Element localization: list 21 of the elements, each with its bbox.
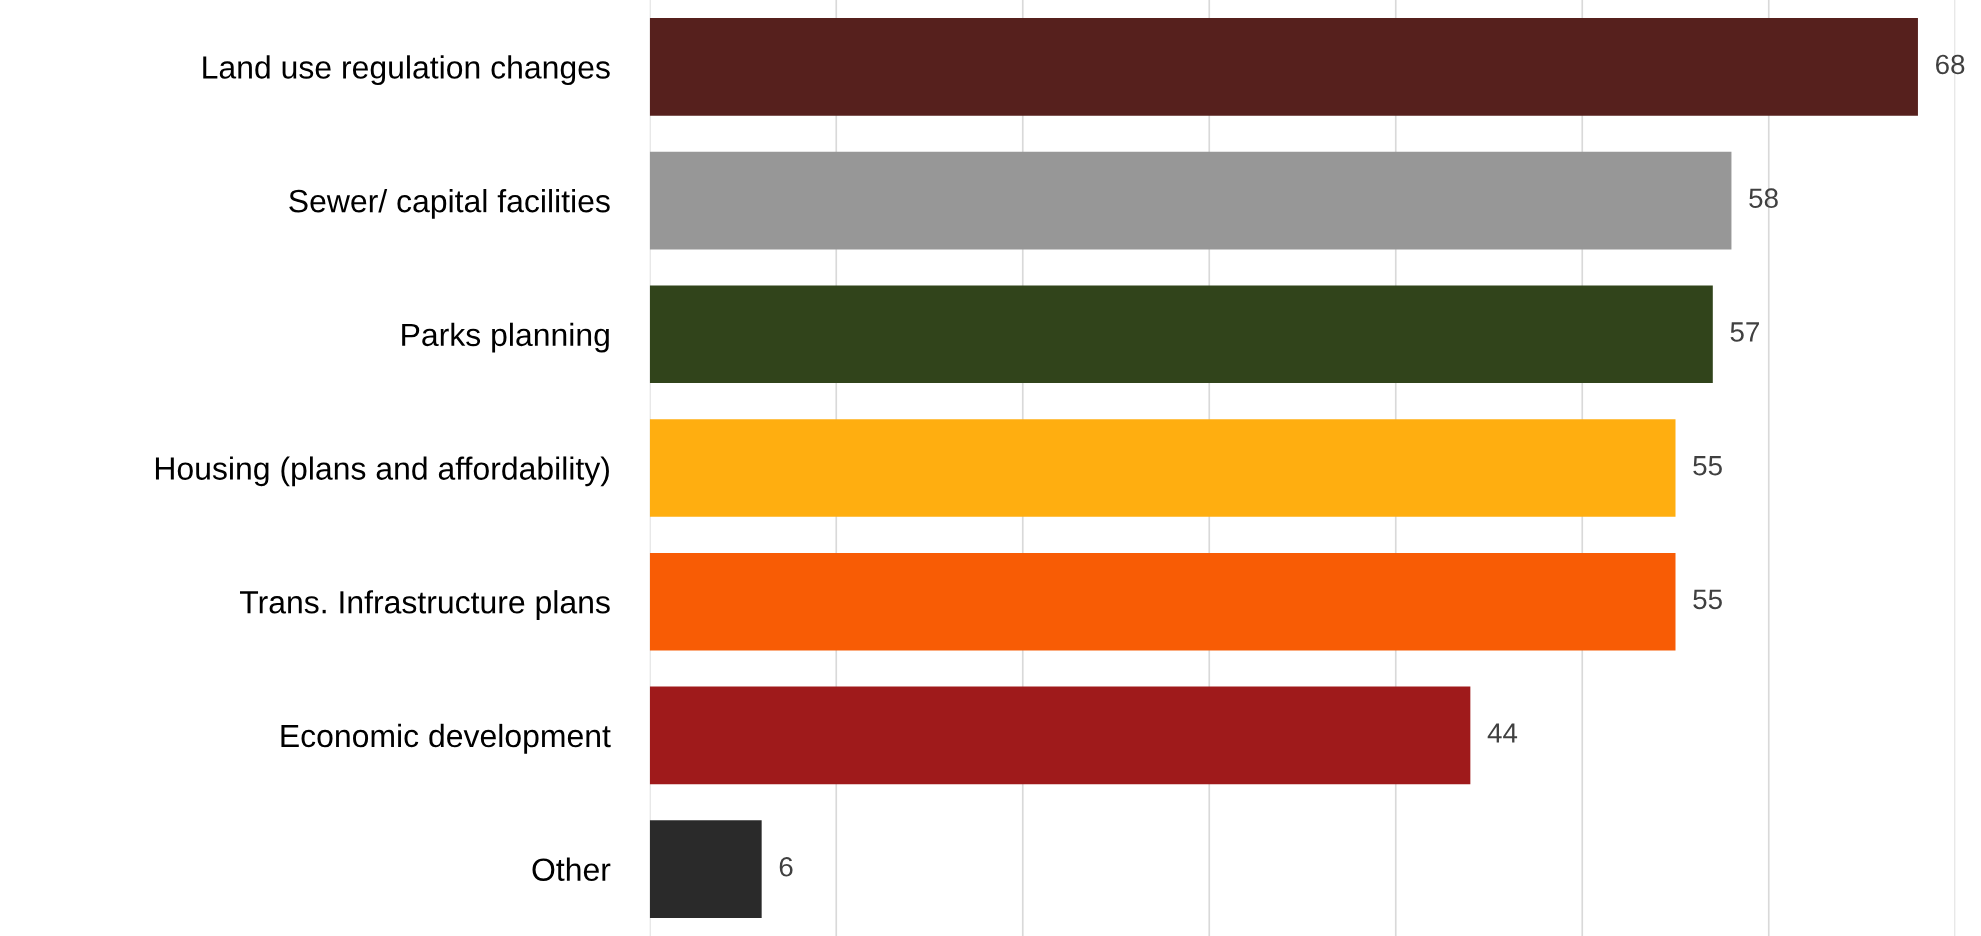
y-tick-label: Land use regulation changes — [203, 55, 610, 86]
bar — [649, 820, 762, 918]
bar — [649, 552, 1676, 651]
bar — [649, 419, 1676, 517]
bar — [649, 686, 1471, 785]
y-tick-label: Economic development — [281, 723, 611, 754]
y-tick-label: Trans. Infrastructure plans — [239, 590, 610, 620]
data-label: 68 — [1936, 54, 1965, 75]
data-label: 57 — [1730, 322, 1759, 342]
data-label: 55 — [1693, 589, 1722, 610]
y-tick-label: Sewer/ capital facilities — [289, 189, 610, 219]
data-label: 55 — [1693, 456, 1722, 476]
y-tick-label: Housing (plans and affordability) — [155, 456, 609, 487]
data-label: 6 — [779, 856, 793, 877]
bar — [649, 285, 1713, 384]
data-label: 44 — [1487, 723, 1518, 743]
bar — [649, 18, 1918, 116]
data-label: 58 — [1749, 188, 1778, 209]
bar — [649, 151, 1732, 250]
y-tick-label: Other — [532, 857, 611, 882]
y-tick-label: Parks planning — [402, 322, 609, 353]
